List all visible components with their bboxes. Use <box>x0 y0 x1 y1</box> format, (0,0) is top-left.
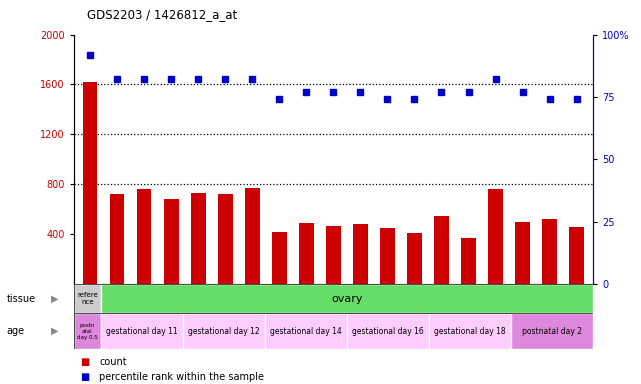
Bar <box>569 227 584 284</box>
Bar <box>429 313 511 349</box>
Bar <box>434 215 449 284</box>
Bar <box>326 225 341 284</box>
Text: postn
atal
day 0.5: postn atal day 0.5 <box>77 323 98 339</box>
Bar <box>461 238 476 284</box>
Bar <box>101 313 183 349</box>
Bar <box>353 224 368 284</box>
Bar <box>488 189 503 284</box>
Text: gestational day 14: gestational day 14 <box>270 327 342 336</box>
Bar <box>265 313 347 349</box>
Text: ▶: ▶ <box>51 293 59 304</box>
Bar <box>380 228 395 284</box>
Text: ovary: ovary <box>331 293 363 304</box>
Bar <box>511 313 593 349</box>
Bar <box>542 219 557 284</box>
Bar <box>110 194 124 284</box>
Text: refere
nce: refere nce <box>77 292 98 305</box>
Text: postnatal day 2: postnatal day 2 <box>522 327 582 336</box>
Text: age: age <box>6 326 24 336</box>
Text: count: count <box>99 356 127 367</box>
Bar <box>218 194 233 284</box>
Bar <box>163 199 178 284</box>
Text: GDS2203 / 1426812_a_at: GDS2203 / 1426812_a_at <box>87 8 237 21</box>
Bar <box>83 82 97 284</box>
Bar <box>190 193 206 284</box>
Text: tissue: tissue <box>6 293 35 304</box>
Bar <box>347 313 429 349</box>
Bar <box>183 313 265 349</box>
Bar <box>137 189 151 284</box>
Text: gestational day 18: gestational day 18 <box>434 327 506 336</box>
Bar <box>272 232 287 284</box>
Bar <box>74 313 101 349</box>
Bar <box>245 188 260 284</box>
Bar <box>407 233 422 284</box>
Text: gestational day 12: gestational day 12 <box>188 327 260 336</box>
Text: gestational day 16: gestational day 16 <box>352 327 424 336</box>
Text: ■: ■ <box>80 372 89 382</box>
Bar <box>74 284 101 313</box>
Bar <box>515 222 530 284</box>
Text: ▶: ▶ <box>51 326 59 336</box>
Text: gestational day 11: gestational day 11 <box>106 327 178 336</box>
Text: percentile rank within the sample: percentile rank within the sample <box>99 372 264 382</box>
Text: ■: ■ <box>80 356 89 367</box>
Bar <box>299 223 313 284</box>
